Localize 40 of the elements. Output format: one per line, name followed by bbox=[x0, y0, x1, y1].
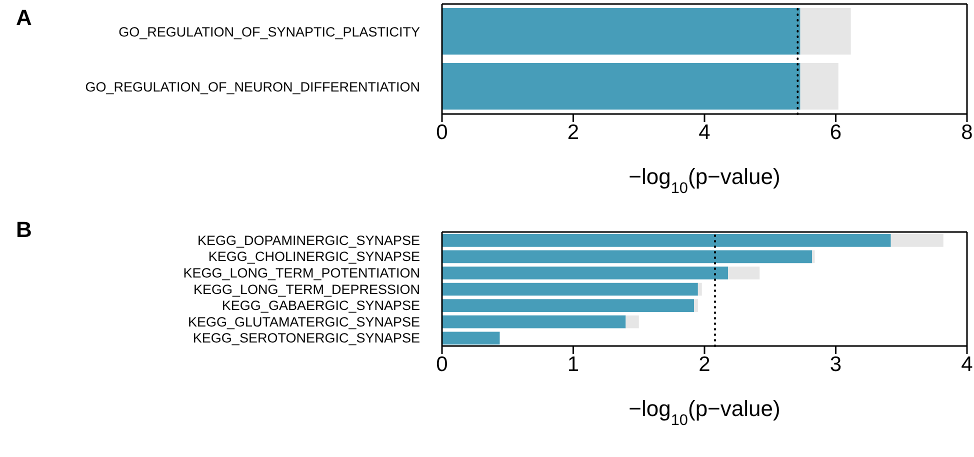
y-tick-label: KEGG_GLUTAMATERGIC_SYNAPSE bbox=[188, 314, 420, 330]
bar bbox=[694, 299, 698, 312]
x-tick-label: 1 bbox=[567, 352, 580, 376]
bar bbox=[728, 266, 760, 280]
bar bbox=[890, 234, 944, 247]
y-tick-label: KEGG_SEROTONERGIC_SYNAPSE bbox=[192, 330, 420, 346]
y-tick-label: GO_REGULATION_OF_SYNAPTIC_PLASTICITY bbox=[118, 24, 420, 40]
bar bbox=[442, 299, 694, 312]
bar bbox=[812, 250, 815, 264]
bar bbox=[442, 315, 626, 328]
text: B bbox=[16, 217, 32, 242]
bar bbox=[442, 282, 698, 296]
x-axis-title: −log$_{10}$(p−value) bbox=[628, 164, 780, 196]
bar bbox=[800, 8, 851, 55]
x-tick-label: 2 bbox=[698, 352, 710, 376]
x-tick-label: 4 bbox=[961, 352, 974, 376]
y-tick-label: KEGG_LONG_TERM_DEPRESSION bbox=[193, 282, 420, 297]
x-tick-label: 4 bbox=[698, 120, 711, 144]
x-tick-label: 2 bbox=[567, 120, 580, 144]
bar bbox=[698, 282, 702, 296]
x-tick-label: 8 bbox=[961, 120, 973, 144]
y-tick-label: KEGG_LONG_TERM_POTENTIATION bbox=[183, 266, 420, 281]
bar bbox=[626, 315, 639, 328]
bar bbox=[442, 63, 800, 110]
bar bbox=[800, 63, 838, 110]
y-tick-label: KEGG_CHOLINERGIC_SYNAPSE bbox=[208, 249, 420, 264]
y-tick-label: GO_REGULATION_OF_NEURON_DIFFERENTIATION bbox=[85, 79, 420, 94]
bar bbox=[442, 8, 800, 55]
x-tick-label: 0 bbox=[436, 120, 448, 144]
bar bbox=[442, 266, 728, 280]
y-tick-label: KEGG_GABAERGIC_SYNAPSE bbox=[222, 298, 420, 314]
x-tick-label: 3 bbox=[830, 352, 842, 376]
y-tick-label: KEGG_DOPAMINERGIC_SYNAPSE bbox=[197, 232, 420, 248]
bar bbox=[442, 250, 812, 264]
x-tick-label: 6 bbox=[830, 120, 842, 144]
bar bbox=[442, 234, 891, 247]
text: A bbox=[16, 5, 32, 30]
bar bbox=[442, 332, 500, 345]
x-axis-title: −log$_{10}$(p−value) bbox=[628, 396, 780, 428]
x-tick-label: 0 bbox=[436, 352, 448, 376]
